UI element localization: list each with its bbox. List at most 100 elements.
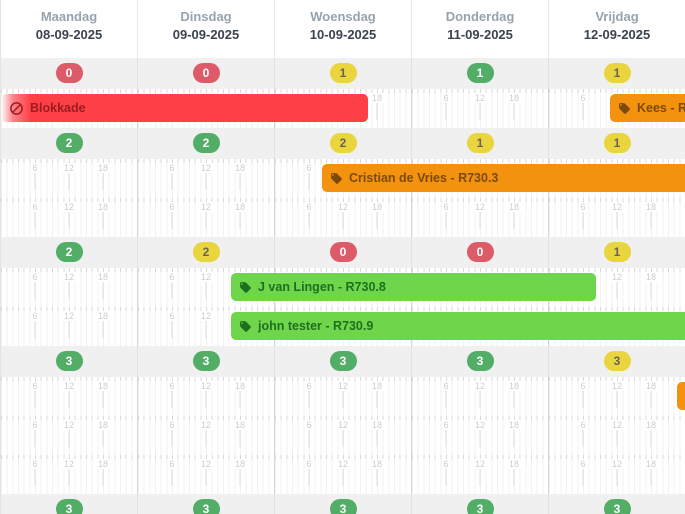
hour-gridline <box>34 212 36 229</box>
hour-gridline <box>34 469 36 486</box>
time-slot[interactable]: 6 12 18 <box>1 159 138 198</box>
hour-tick-label: 6 <box>30 163 40 173</box>
hour-gridline <box>68 282 70 299</box>
hour-gridline <box>171 173 173 190</box>
time-slot[interactable]: 6 12 18 <box>275 377 412 416</box>
calendar-header: Maandag 08-09-2025 Dinsdag 09-09-2025 Wo… <box>1 0 685 58</box>
hour-gridline <box>102 212 104 229</box>
hour-tick-label: 6 <box>304 381 314 391</box>
time-slot[interactable]: 6 12 18 <box>412 455 549 494</box>
hour-tick-label: 12 <box>335 202 351 212</box>
hour-gridline <box>445 430 447 447</box>
time-slot[interactable]: 6 12 18 <box>138 377 275 416</box>
hour-tick-label: 12 <box>609 420 625 430</box>
availability-band-row-4: 3 3 3 3 3 <box>1 346 685 377</box>
count-badge: 3 <box>192 351 220 371</box>
hour-gridline <box>102 321 104 338</box>
day-name: Donderdag <box>445 9 515 24</box>
hour-tick-label: 6 <box>441 202 451 212</box>
hour-gridline <box>650 391 652 408</box>
hour-tick-label: 6 <box>30 459 40 469</box>
hour-gridline <box>102 430 104 447</box>
day-header-tuesday: Dinsdag 09-09-2025 <box>138 0 275 58</box>
time-slot[interactable]: 6 12 18 <box>412 416 549 455</box>
hour-gridline <box>171 321 173 338</box>
hour-gridline <box>102 469 104 486</box>
hour-tick-label: 6 <box>167 202 177 212</box>
event-label: J van Lingen - R730.8 <box>258 280 386 294</box>
time-slot[interactable]: 6 12 18 <box>1 455 138 494</box>
count-badge: 3 <box>603 351 631 371</box>
hour-gridline <box>239 391 241 408</box>
time-slot[interactable]: 6 12 18 <box>412 198 549 237</box>
hour-gridline <box>376 430 378 447</box>
hour-gridline <box>102 282 104 299</box>
time-slot[interactable]: 6 12 18 <box>549 377 685 416</box>
tag-icon <box>618 102 631 115</box>
time-slot[interactable]: 6 12 18 <box>138 455 275 494</box>
time-slot[interactable]: 6 12 18 <box>275 416 412 455</box>
hour-gridline <box>308 391 310 408</box>
hour-tick-label: 6 <box>304 202 314 212</box>
event-bar-cristian-de-vries[interactable]: Cristian de Vries - R730.3 <box>322 164 685 192</box>
day-name: Dinsdag <box>180 9 232 24</box>
event-bar-blokkade[interactable]: Blokkade <box>1 94 368 122</box>
hour-tick-label: 18 <box>95 381 111 391</box>
count-badge: 3 <box>466 351 494 371</box>
day-header-wednesday: Woensdag 10-09-2025 <box>275 0 412 58</box>
hour-gridline <box>102 391 104 408</box>
timeline-lane-r2-2: 6 12 18 6 12 18 6 12 18 6 12 18 6 12 18 <box>1 198 685 237</box>
hour-gridline <box>308 469 310 486</box>
hour-tick-label: 6 <box>167 272 177 282</box>
time-slot[interactable]: 6 12 18 <box>1 268 138 307</box>
hour-tick-label: 6 <box>304 420 314 430</box>
hour-gridline <box>102 173 104 190</box>
time-slot[interactable]: 6 12 18 <box>549 416 685 455</box>
time-slot[interactable]: 6 12 18 <box>1 377 138 416</box>
day-name: Vrijdag <box>595 9 639 24</box>
count-badge: 1 <box>329 63 357 83</box>
hour-gridline <box>513 469 515 486</box>
time-slot[interactable]: 6 12 18 <box>1 416 138 455</box>
availability-band-row-1: 0 0 1 1 1 <box>1 58 685 89</box>
time-slot[interactable]: 6 12 18 <box>138 416 275 455</box>
time-slot[interactable]: 6 12 18 <box>275 455 412 494</box>
hour-gridline <box>445 103 447 120</box>
time-slot[interactable]: 6 12 18 <box>275 198 412 237</box>
hour-tick-label: 18 <box>232 163 248 173</box>
hour-tick-label: 12 <box>198 420 214 430</box>
hour-gridline <box>376 212 378 229</box>
event-bar-kees[interactable]: Kees - R7 <box>610 94 685 122</box>
time-slot[interactable]: 6 12 18 <box>549 198 685 237</box>
hour-tick-label: 6 <box>441 459 451 469</box>
hour-tick-label: 12 <box>335 420 351 430</box>
hour-tick-label: 18 <box>643 420 659 430</box>
hour-tick-label: 12 <box>335 459 351 469</box>
hour-tick-label: 18 <box>643 381 659 391</box>
hour-gridline <box>239 469 241 486</box>
hour-gridline <box>171 430 173 447</box>
hour-tick-label: 18 <box>95 272 111 282</box>
day-header-thursday: Donderdag 11-09-2025 <box>412 0 549 58</box>
event-bar-j-van-lingen[interactable]: J van Lingen - R730.8 <box>231 273 596 301</box>
time-slot[interactable]: 6 12 18 <box>138 198 275 237</box>
hour-gridline <box>68 321 70 338</box>
event-bar-unlabeled[interactable] <box>677 382 685 410</box>
time-slot[interactable]: 6 12 18 <box>412 89 549 128</box>
hour-tick-label: 12 <box>198 272 214 282</box>
hour-gridline <box>239 173 241 190</box>
time-slot[interactable]: 6 12 18 <box>549 455 685 494</box>
time-slot[interactable]: 6 12 18 <box>1 307 138 346</box>
time-slot[interactable]: 6 12 18 <box>1 198 138 237</box>
hour-gridline <box>513 103 515 120</box>
event-bar-john-tester[interactable]: john tester - R730.9 <box>231 312 685 340</box>
hour-tick-label: 6 <box>304 459 314 469</box>
hour-gridline <box>308 212 310 229</box>
event-label: Kees - R7 <box>637 101 685 115</box>
time-slot[interactable]: 6 12 18 <box>138 159 275 198</box>
time-slot[interactable]: 6 12 18 <box>412 377 549 416</box>
event-label: Blokkade <box>30 101 86 115</box>
